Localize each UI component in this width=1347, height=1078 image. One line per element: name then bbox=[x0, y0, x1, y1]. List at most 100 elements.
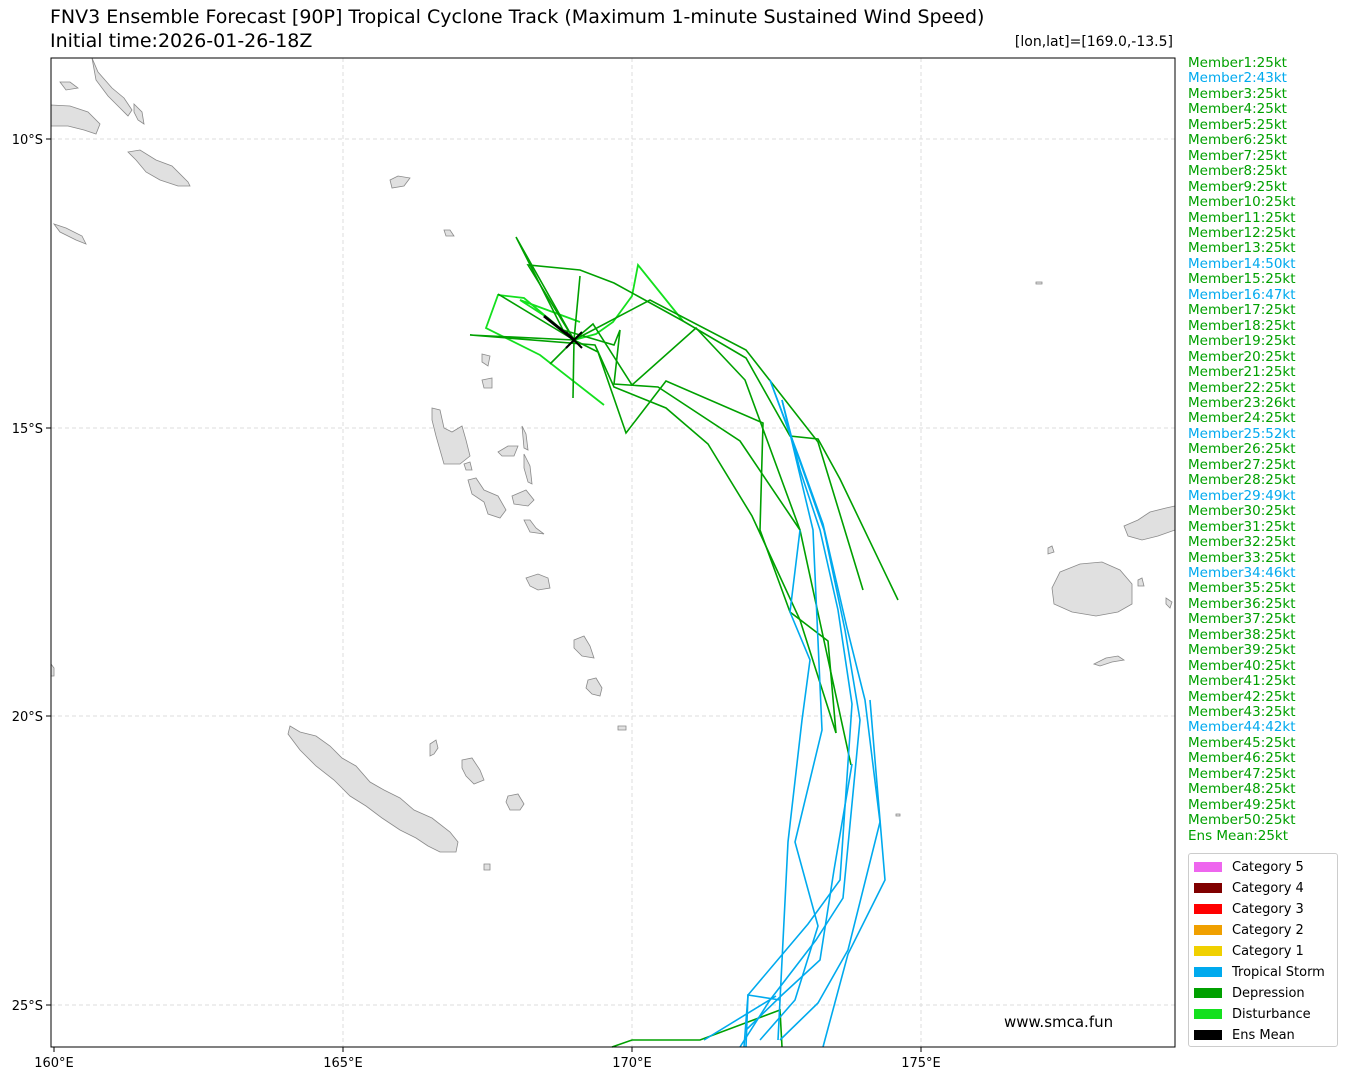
member-entry: Member21:25kt bbox=[1188, 364, 1296, 381]
member-entry: Member23:26kt bbox=[1188, 394, 1296, 411]
island-vanua-levu bbox=[1123, 505, 1176, 541]
member-entry: Member15:25kt bbox=[1188, 271, 1296, 288]
island-rennell bbox=[52, 223, 87, 245]
legend-item: Disturbance bbox=[1194, 1005, 1311, 1023]
track-depression-3 bbox=[573, 322, 801, 531]
initial-time: Initial time:2026-01-26-18Z bbox=[50, 30, 313, 52]
legend-swatch bbox=[1194, 904, 1222, 914]
track-depression-1 bbox=[526, 264, 899, 601]
member-entry: Member39:25kt bbox=[1188, 642, 1296, 659]
member-entry: Member36:25kt bbox=[1188, 595, 1296, 612]
island-small-1 bbox=[443, 229, 455, 237]
island-solomon-4 bbox=[59, 81, 79, 91]
island-small-4 bbox=[1137, 577, 1145, 587]
member-entry: Member41:25kt bbox=[1188, 673, 1296, 690]
track-disturbance-1 bbox=[573, 262, 684, 341]
member-entry: Member48:25kt bbox=[1188, 781, 1296, 798]
member-entry: Member9:25kt bbox=[1188, 178, 1287, 195]
legend-swatch bbox=[1194, 1030, 1222, 1040]
member-entry: Member37:25kt bbox=[1188, 611, 1296, 628]
member-entry: Member27:25kt bbox=[1188, 456, 1296, 473]
member-entry: Member47:25kt bbox=[1188, 765, 1296, 782]
track-disturbance-2 bbox=[484, 294, 605, 406]
legend-item: Category 3 bbox=[1194, 900, 1304, 918]
island-ouvea bbox=[429, 739, 439, 757]
legend-swatch bbox=[1194, 946, 1222, 956]
member-entry: Member5:25kt bbox=[1188, 116, 1287, 133]
member-entry: Member49:25kt bbox=[1188, 796, 1296, 813]
member-entry: Member25:52kt bbox=[1188, 425, 1296, 442]
map-frame bbox=[50, 57, 1176, 1048]
member-entry: Member6:25kt bbox=[1188, 132, 1287, 149]
member-entry: Member8:25kt bbox=[1188, 163, 1287, 180]
island-solomon-2 bbox=[133, 103, 145, 125]
track-depression-2 bbox=[573, 299, 864, 591]
track-tropical-storm-9 bbox=[703, 995, 777, 1041]
island-maewo bbox=[521, 425, 529, 451]
legend-item: Category 2 bbox=[1194, 921, 1304, 939]
island-pentecost bbox=[523, 453, 533, 485]
island-epi bbox=[523, 519, 545, 535]
coordinate-label: [lon,lat]=[169.0,-13.5] bbox=[1014, 34, 1173, 50]
legend-item: Category 1 bbox=[1194, 942, 1304, 960]
legend-label: Category 1 bbox=[1232, 943, 1304, 959]
lat-ticks bbox=[46, 138, 51, 1006]
member-entry: Ens Mean:25kt bbox=[1188, 827, 1289, 844]
member-entry: Member20:25kt bbox=[1188, 348, 1296, 365]
track-depression-4 bbox=[515, 236, 852, 766]
member-entry: Member2:43kt bbox=[1188, 70, 1287, 87]
legend-label: Ens Mean bbox=[1232, 1027, 1295, 1043]
track-depression-6 bbox=[469, 334, 837, 734]
island-small-2 bbox=[463, 461, 473, 471]
track-tropical-storm-4 bbox=[759, 399, 823, 1041]
island-new-caledonia bbox=[287, 725, 459, 853]
legend-label: Category 3 bbox=[1232, 901, 1304, 917]
member-entry: Member40:25kt bbox=[1188, 657, 1296, 674]
member-entry: Member17:25kt bbox=[1188, 302, 1296, 319]
island-efate bbox=[525, 573, 551, 591]
member-entry: Member32:25kt bbox=[1188, 534, 1296, 551]
member-entry: Member22:25kt bbox=[1188, 379, 1296, 396]
legend-label: Category 2 bbox=[1232, 922, 1304, 938]
member-entry: Member46:25kt bbox=[1188, 750, 1296, 767]
member-entry: Member1:25kt bbox=[1188, 55, 1287, 71]
track-tropical-storm-7 bbox=[745, 763, 853, 1031]
member-entry: Member38:25kt bbox=[1188, 626, 1296, 643]
member-entry: Member4:25kt bbox=[1188, 101, 1287, 118]
lat-tick-label: 10°S bbox=[12, 133, 43, 148]
track-depression-11 bbox=[611, 1008, 783, 1048]
lon-tick-label: 170°E bbox=[612, 1056, 652, 1071]
member-entry: Member18:25kt bbox=[1188, 317, 1296, 334]
legend-swatch bbox=[1194, 862, 1222, 872]
gridlines bbox=[51, 58, 1175, 1047]
member-entry: Member33:25kt bbox=[1188, 549, 1296, 566]
legend-item: Depression bbox=[1194, 984, 1305, 1002]
island-erromango bbox=[573, 635, 595, 659]
member-entry: Member3:25kt bbox=[1188, 85, 1287, 102]
track-tropical-storm-2 bbox=[739, 379, 861, 1048]
island-ambrym bbox=[511, 489, 535, 507]
tracks-depression bbox=[469, 236, 899, 1048]
legend-swatch bbox=[1194, 883, 1222, 893]
legend-swatch bbox=[1194, 967, 1222, 977]
island-banks bbox=[481, 377, 493, 389]
member-entry: Member19:25kt bbox=[1188, 333, 1296, 350]
lon-ticks bbox=[53, 1047, 922, 1052]
lat-tick-label: 15°S bbox=[12, 422, 43, 437]
legend-item: Category 4 bbox=[1194, 879, 1304, 897]
track-tropical-storm-8 bbox=[743, 994, 781, 1048]
chart-title: FNV3 Ensemble Forecast [90P] Tropical Cy… bbox=[50, 6, 985, 28]
track-depression-10 bbox=[497, 293, 575, 341]
member-entry: Member28:25kt bbox=[1188, 472, 1296, 489]
legend-item: Tropical Storm bbox=[1194, 963, 1325, 981]
member-entry: Member44:42kt bbox=[1188, 719, 1296, 736]
member-entry: Member29:49kt bbox=[1188, 487, 1296, 504]
member-entry: Member31:25kt bbox=[1188, 518, 1296, 535]
member-entry: Member43:25kt bbox=[1188, 704, 1296, 721]
member-entry: Member10:25kt bbox=[1188, 194, 1296, 211]
island-malekula bbox=[467, 477, 507, 519]
island-small-3 bbox=[1047, 545, 1055, 555]
legend-label: Category 4 bbox=[1232, 880, 1304, 896]
legend-swatch bbox=[1194, 1009, 1222, 1019]
track-tropical-storm-1 bbox=[769, 379, 881, 1041]
